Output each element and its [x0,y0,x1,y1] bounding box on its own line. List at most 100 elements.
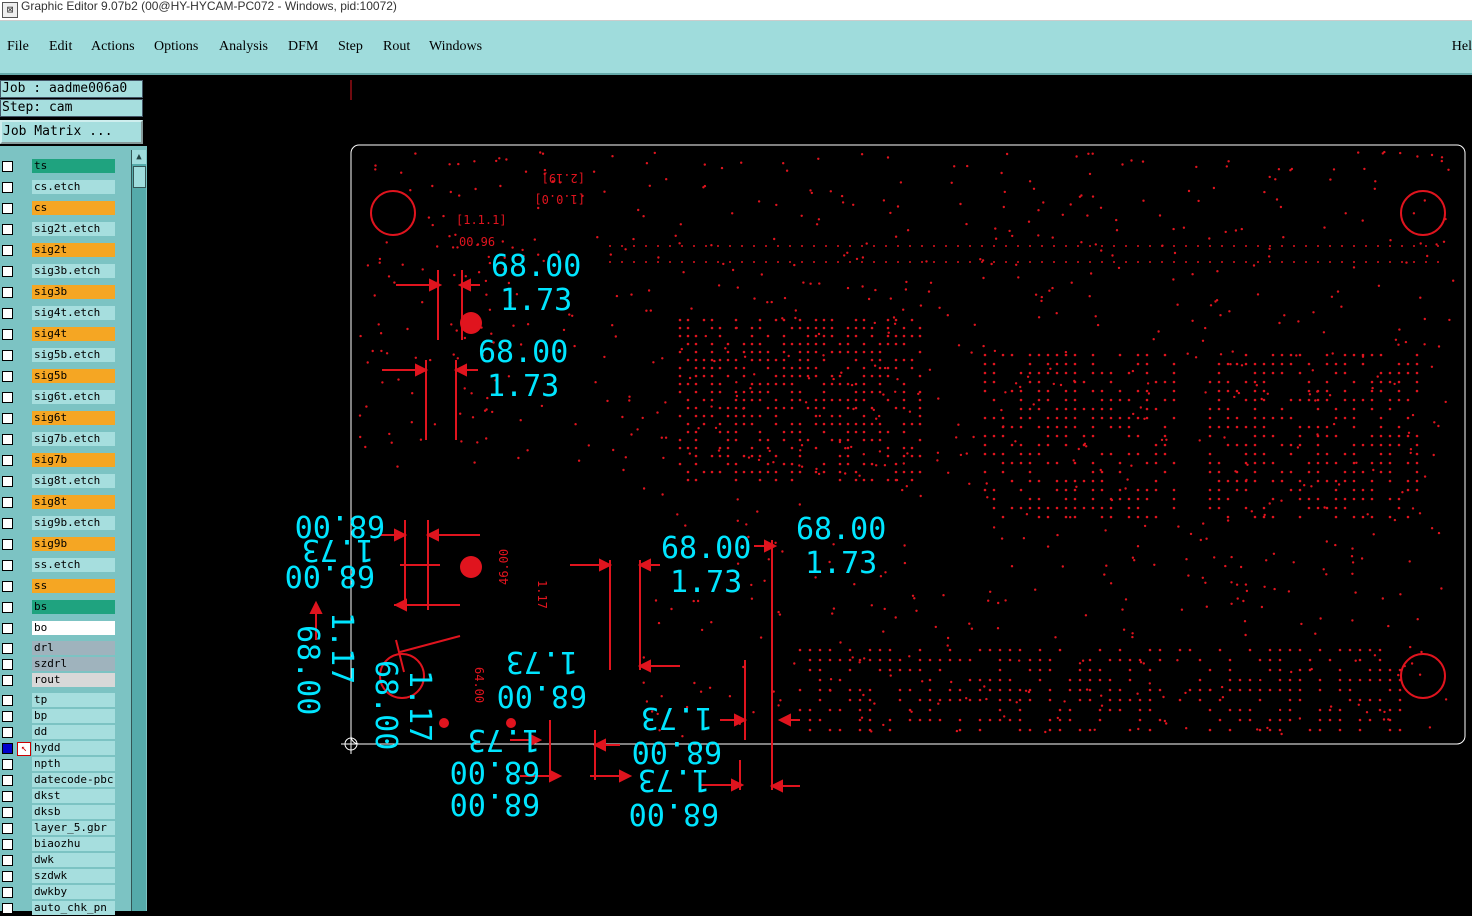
layer-checkbox[interactable] [2,602,13,613]
layer-row[interactable]: ↖ hydd [0,740,118,756]
layer-row[interactable]: dkst [0,788,118,804]
layer-name[interactable]: dkst [32,789,115,803]
layer-row[interactable]: dwkby [0,884,118,900]
layer-name[interactable]: ts [32,159,115,173]
layer-row[interactable]: sig3b [0,284,118,300]
layer-name[interactable]: npth [32,757,115,771]
menu-windows[interactable]: Windows [429,39,483,54]
scroll-up-arrow-icon[interactable]: ▲ [132,150,146,164]
layer-checkbox[interactable] [2,623,13,634]
layer-name[interactable]: sig5b [32,369,115,383]
layer-checkbox[interactable] [2,224,13,235]
layer-row[interactable]: ss.etch [0,557,118,573]
layer-name[interactable]: tp [32,693,115,707]
layer-name[interactable]: sig4t.etch [32,306,115,320]
layer-row[interactable]: cs [0,200,118,216]
layer-row[interactable]: dd [0,724,118,740]
menu-help[interactable]: Hel [1451,39,1472,54]
layer-checkbox[interactable] [2,759,13,770]
layer-row[interactable]: sig9b.etch [0,515,118,531]
layer-name[interactable]: sig9b.etch [32,516,115,530]
layer-checkbox[interactable] [2,392,13,403]
layer-checkbox[interactable] [2,350,13,361]
layer-row[interactable]: sig6t [0,410,118,426]
menu-actions[interactable]: Actions [91,39,135,54]
layer-checkbox[interactable] [2,855,13,866]
layer-checkbox[interactable] [2,287,13,298]
layer-row[interactable]: szdwk [0,868,118,884]
layer-name[interactable]: layer_5.gbr [32,821,115,835]
layer-name[interactable]: hydd [32,741,115,755]
layer-name[interactable]: sig8t.etch [32,474,115,488]
layer-row[interactable]: dksb [0,804,118,820]
layer-checkbox[interactable] [2,518,13,529]
layer-name[interactable]: dd [32,725,115,739]
layer-checkbox[interactable] [2,695,13,706]
layer-checkbox[interactable] [2,903,13,914]
layer-checkbox[interactable] [2,839,13,850]
menu-step[interactable]: Step [338,39,363,54]
graphic-canvas[interactable]: [2.19] [1.0.0] [1.1.1] 00.96 68.00 1.73 … [147,75,1472,911]
layer-row[interactable]: bo [0,620,118,636]
layer-row[interactable]: sig9b [0,536,118,552]
layer-row[interactable]: bs [0,599,118,615]
menu-rout[interactable]: Rout [383,39,411,54]
layer-name[interactable]: sig3b.etch [32,264,115,278]
layer-checkbox[interactable] [2,560,13,571]
layer-checkbox[interactable] [2,455,13,466]
layer-name[interactable]: biaozhu [32,837,115,851]
layer-checkbox[interactable] [2,823,13,834]
board-view[interactable]: [2.19] [1.0.0] [1.1.1] 00.96 68.00 1.73 … [147,75,1472,911]
layer-row[interactable]: szdrl [0,656,118,672]
layer-checkbox[interactable] [2,675,13,686]
layer-row[interactable]: sig8t [0,494,118,510]
layer-checkbox[interactable] [2,182,13,193]
layer-checkbox[interactable] [2,581,13,592]
layer-row[interactable]: datecode-pbc [0,772,118,788]
layer-name[interactable]: sig6t [32,411,115,425]
layer-name[interactable]: sig6t.etch [32,390,115,404]
layer-checkbox[interactable] [2,308,13,319]
layer-row[interactable]: sig3b.etch [0,263,118,279]
layer-checkbox[interactable] [2,871,13,882]
menu-analysis[interactable]: Analysis [219,39,268,54]
layer-row[interactable]: ss [0,578,118,594]
layer-row[interactable]: bp [0,708,118,724]
layer-checkbox[interactable] [2,413,13,424]
layer-row[interactable]: dwk [0,852,118,868]
layer-name[interactable]: rout [32,673,115,687]
menu-dfm[interactable]: DFM [288,39,319,54]
layer-row[interactable]: sig2t.etch [0,221,118,237]
layer-name[interactable]: ss [32,579,115,593]
layer-checkbox[interactable] [2,791,13,802]
layer-checkbox[interactable] [2,539,13,550]
layer-row[interactable]: sig8t.etch [0,473,118,489]
layer-row[interactable]: sig4t.etch [0,305,118,321]
layer-row[interactable]: tp [0,692,118,708]
layer-checkbox[interactable] [2,476,13,487]
layer-name[interactable]: sig4t [32,327,115,341]
layer-row[interactable]: biaozhu [0,836,118,852]
job-matrix-button[interactable]: Job Matrix ... [0,120,143,144]
layer-row[interactable]: sig5b [0,368,118,384]
layer-row[interactable]: sig6t.etch [0,389,118,405]
layer-name[interactable]: sig9b [32,537,115,551]
menu-options[interactable]: Options [154,39,199,54]
layer-row[interactable]: npth [0,756,118,772]
layer-checkbox[interactable] [2,245,13,256]
layer-row[interactable]: drl [0,640,118,656]
layer-checkbox[interactable] [2,329,13,340]
layer-name[interactable]: dwk [32,853,115,867]
layer-checkbox[interactable] [2,711,13,722]
layer-row[interactable]: rout [0,672,118,688]
layer-row[interactable]: ts [0,158,118,174]
menu-edit[interactable]: Edit [49,39,73,54]
layer-checkbox[interactable] [2,643,13,654]
layer-name[interactable]: sig2t.etch [32,222,115,236]
layer-name[interactable]: drl [32,641,115,655]
layer-checkbox[interactable] [2,659,13,670]
layer-name[interactable]: sig2t [32,243,115,257]
layer-name[interactable]: dksb [32,805,115,819]
layer-row[interactable]: auto_chk_pn [0,900,118,916]
layer-name[interactable]: bo [32,621,115,635]
